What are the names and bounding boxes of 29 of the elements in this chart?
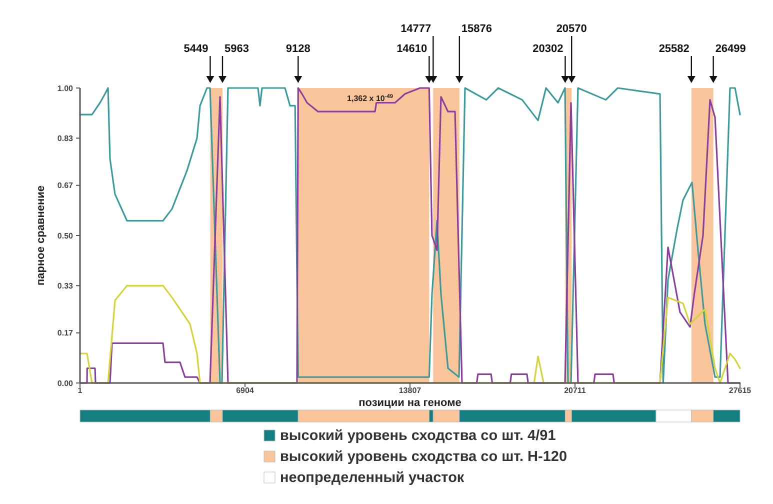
ref-line-label: 9128	[286, 43, 310, 55]
legend-label: неопределенный участок	[280, 470, 465, 486]
line-series	[79, 87, 741, 384]
ref-line-label: 5449	[184, 43, 208, 55]
ref-line-label: 15876	[461, 23, 492, 35]
x-axis-title: позиции на геноме	[358, 397, 462, 409]
y-tick-label: 0.17	[57, 328, 74, 338]
ref-line-label: 25582	[658, 43, 690, 55]
ref-line-label: 5963	[224, 43, 249, 55]
legend-label: высокий уровень сходства со шт. 4/91	[280, 428, 556, 444]
y-axis-title: парное сравнение	[35, 185, 47, 286]
x-tick-label: 20711	[564, 386, 586, 395]
x-tick-label: 27615	[728, 386, 752, 395]
x-tick-label: 1	[78, 386, 83, 395]
ref-line-label: 26499	[715, 43, 746, 55]
ref-line-label: 14777	[400, 23, 432, 35]
y-tick-label: 0.00	[57, 378, 74, 388]
y-tick-label: 0.67	[57, 181, 74, 190]
legend-label: высокий уровень сходства со шт. H-120	[280, 449, 568, 465]
annotation: 1,362 x 10$^{-49}$	[347, 94, 393, 103]
ref-line-label: 20302	[532, 43, 564, 55]
ref-line-label: 20570	[556, 23, 587, 35]
y-tick-label: 0.83	[57, 134, 74, 143]
y-tick-label: 0.50	[57, 231, 74, 240]
x-tick-label: 13807	[398, 386, 422, 395]
y-tick-label: 0.33	[57, 281, 74, 290]
ref-line-label: 14610	[396, 43, 428, 55]
x-tick-label: 6904	[236, 386, 254, 395]
y-tick-label: 1.00	[57, 84, 74, 93]
